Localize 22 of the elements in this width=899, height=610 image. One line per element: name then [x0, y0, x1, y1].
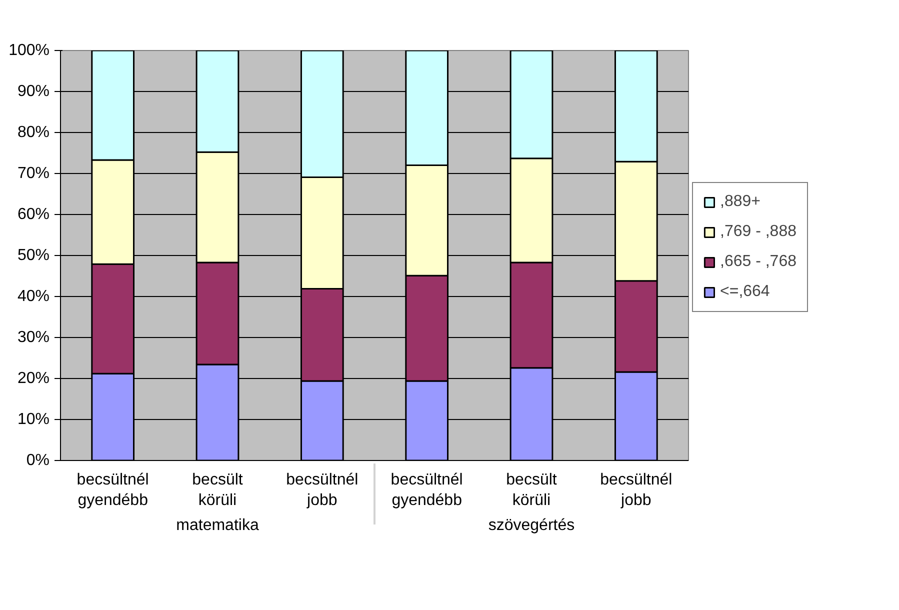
x-tick-label: becsültnél gyendébb [390, 472, 463, 509]
y-tick-label: 90% [17, 83, 50, 100]
y-tick-label: 50% [17, 247, 50, 264]
legend-label: ,889+ [720, 193, 760, 211]
x-tick-label: becsültnél gyendébb [76, 472, 149, 509]
legend-label: ,665 - ,768 [720, 253, 796, 271]
legend-label: <=,664 [720, 283, 770, 301]
y-tick-label: 100% [8, 42, 50, 59]
y-tick-label: 70% [17, 165, 50, 182]
x-tick-label: becsült körüli [506, 472, 558, 509]
y-tick-label: 60% [17, 206, 50, 223]
text: matematika [176, 516, 259, 534]
text: szövegértés [488, 516, 575, 534]
y-tick-label: 10% [17, 411, 50, 428]
x-tick-label: becsültnél jobb [286, 472, 358, 509]
y-tick-label: 40% [17, 288, 50, 305]
y-tick-label: 30% [17, 329, 50, 346]
y-tick-label: 80% [17, 124, 50, 141]
y-tick-label: 20% [17, 370, 50, 387]
legend-label: ,769 - ,888 [720, 223, 796, 241]
x-tick-label: becsültnél jobb [600, 472, 672, 509]
y-tick-label: 0% [26, 452, 50, 469]
